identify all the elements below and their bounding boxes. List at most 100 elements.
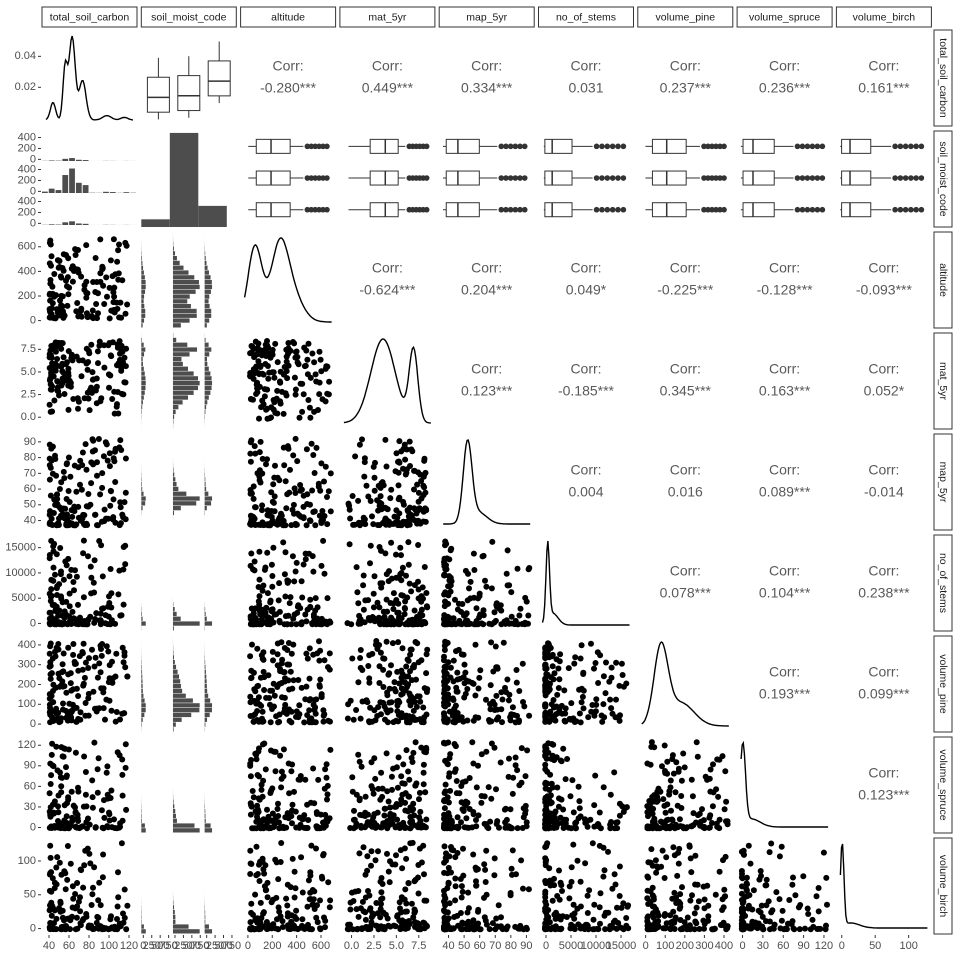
scatter-point bbox=[353, 707, 360, 713]
scatter-point bbox=[470, 926, 477, 933]
scatter-point bbox=[52, 653, 59, 660]
scatter-point bbox=[310, 568, 317, 575]
row-strip-label: map_5yr bbox=[937, 462, 949, 503]
scatter-point bbox=[394, 609, 401, 616]
corr-value: 0.193*** bbox=[759, 686, 811, 702]
scatter-point bbox=[365, 493, 372, 500]
scatter-point bbox=[591, 901, 598, 908]
scatter-point bbox=[709, 820, 715, 826]
scatter-point bbox=[678, 777, 685, 784]
scatter-point bbox=[289, 855, 296, 862]
count-bar bbox=[198, 205, 227, 227]
scatter-point bbox=[247, 773, 254, 780]
scatter-point bbox=[92, 654, 99, 661]
scatter-point bbox=[48, 751, 55, 758]
facet-bar bbox=[141, 294, 145, 299]
panel bbox=[345, 436, 430, 529]
scatter-point bbox=[250, 396, 256, 403]
scatter-point bbox=[119, 644, 126, 651]
scatter-point bbox=[406, 504, 413, 511]
scatter-point bbox=[109, 658, 115, 665]
scatter-point bbox=[401, 823, 408, 830]
facet-bar bbox=[172, 799, 174, 804]
scatter-point bbox=[97, 236, 104, 243]
scatter-point bbox=[354, 589, 361, 596]
scatter-point bbox=[269, 498, 276, 505]
scatter-point bbox=[549, 897, 556, 904]
scatter-point bbox=[441, 824, 448, 831]
panel bbox=[641, 641, 729, 727]
scatter-point bbox=[92, 616, 99, 622]
scatter-point bbox=[284, 443, 291, 450]
scatter-point bbox=[423, 689, 430, 695]
outlier bbox=[498, 206, 505, 213]
scatter-point bbox=[79, 666, 86, 673]
facet-bar bbox=[204, 818, 206, 823]
facet-bar bbox=[141, 717, 143, 722]
scatter-point bbox=[115, 410, 122, 417]
scatter-point bbox=[256, 548, 263, 555]
scatter-point bbox=[297, 513, 304, 520]
scatter-point bbox=[281, 571, 288, 578]
scatter-point bbox=[374, 497, 381, 504]
scatter-point bbox=[356, 441, 363, 448]
scatter-point bbox=[365, 888, 371, 894]
facet-bar bbox=[204, 270, 209, 275]
scatter-point bbox=[463, 677, 470, 684]
scatter-point bbox=[61, 917, 67, 924]
scatter-point bbox=[418, 495, 425, 502]
scatter-point bbox=[444, 760, 451, 767]
strip-box bbox=[933, 837, 953, 935]
facet-bar bbox=[172, 366, 189, 371]
scatter-point bbox=[498, 914, 504, 921]
scatter-point bbox=[485, 784, 492, 791]
y-tick-label: 0 bbox=[30, 315, 36, 327]
scatter-point bbox=[357, 655, 364, 661]
scatter-point bbox=[404, 683, 411, 690]
scatter-point bbox=[282, 390, 289, 397]
scatter-point bbox=[46, 476, 53, 483]
corr-label: Corr: bbox=[868, 563, 899, 579]
scatter-point bbox=[294, 359, 301, 366]
scatter-point bbox=[265, 375, 272, 382]
scatter-point bbox=[93, 400, 100, 407]
scatter-point bbox=[523, 823, 530, 830]
scatter-point bbox=[610, 919, 617, 926]
scatter-point bbox=[65, 255, 72, 262]
outlier bbox=[809, 175, 816, 181]
scatter-point bbox=[114, 389, 121, 395]
scatter-point bbox=[413, 676, 419, 683]
scatter-point bbox=[470, 851, 477, 858]
scatter-point bbox=[723, 798, 730, 805]
scatter-point bbox=[304, 606, 311, 613]
scatter-point bbox=[268, 747, 274, 754]
facet-bar bbox=[204, 717, 208, 722]
strip-box bbox=[933, 29, 953, 127]
scatter-point bbox=[375, 614, 382, 621]
facet-bar bbox=[204, 809, 206, 814]
scatter-point bbox=[252, 338, 259, 345]
scatter-point bbox=[508, 613, 515, 620]
scatter-point bbox=[567, 716, 574, 723]
scatter-point bbox=[124, 673, 131, 680]
scatter-point bbox=[463, 926, 470, 932]
panel bbox=[740, 138, 826, 218]
scatter-point bbox=[311, 470, 318, 476]
scatter-point bbox=[313, 444, 320, 451]
facet-bar bbox=[204, 342, 209, 347]
scatter-point bbox=[274, 359, 281, 366]
facet-bar bbox=[204, 477, 206, 482]
scatter-point bbox=[267, 597, 274, 604]
scatter-point bbox=[518, 745, 525, 752]
facet-bar bbox=[141, 381, 146, 386]
corr-value: 0.123*** bbox=[461, 383, 513, 399]
scatter-point bbox=[250, 495, 257, 502]
scatter-point bbox=[652, 857, 659, 864]
scatter-point bbox=[520, 885, 526, 892]
facet-bar bbox=[172, 914, 176, 920]
scatter-point bbox=[249, 618, 256, 625]
scatter-point bbox=[359, 898, 366, 905]
scatter-point bbox=[383, 617, 390, 624]
scatter-point bbox=[445, 691, 452, 698]
outlier bbox=[902, 143, 909, 150]
